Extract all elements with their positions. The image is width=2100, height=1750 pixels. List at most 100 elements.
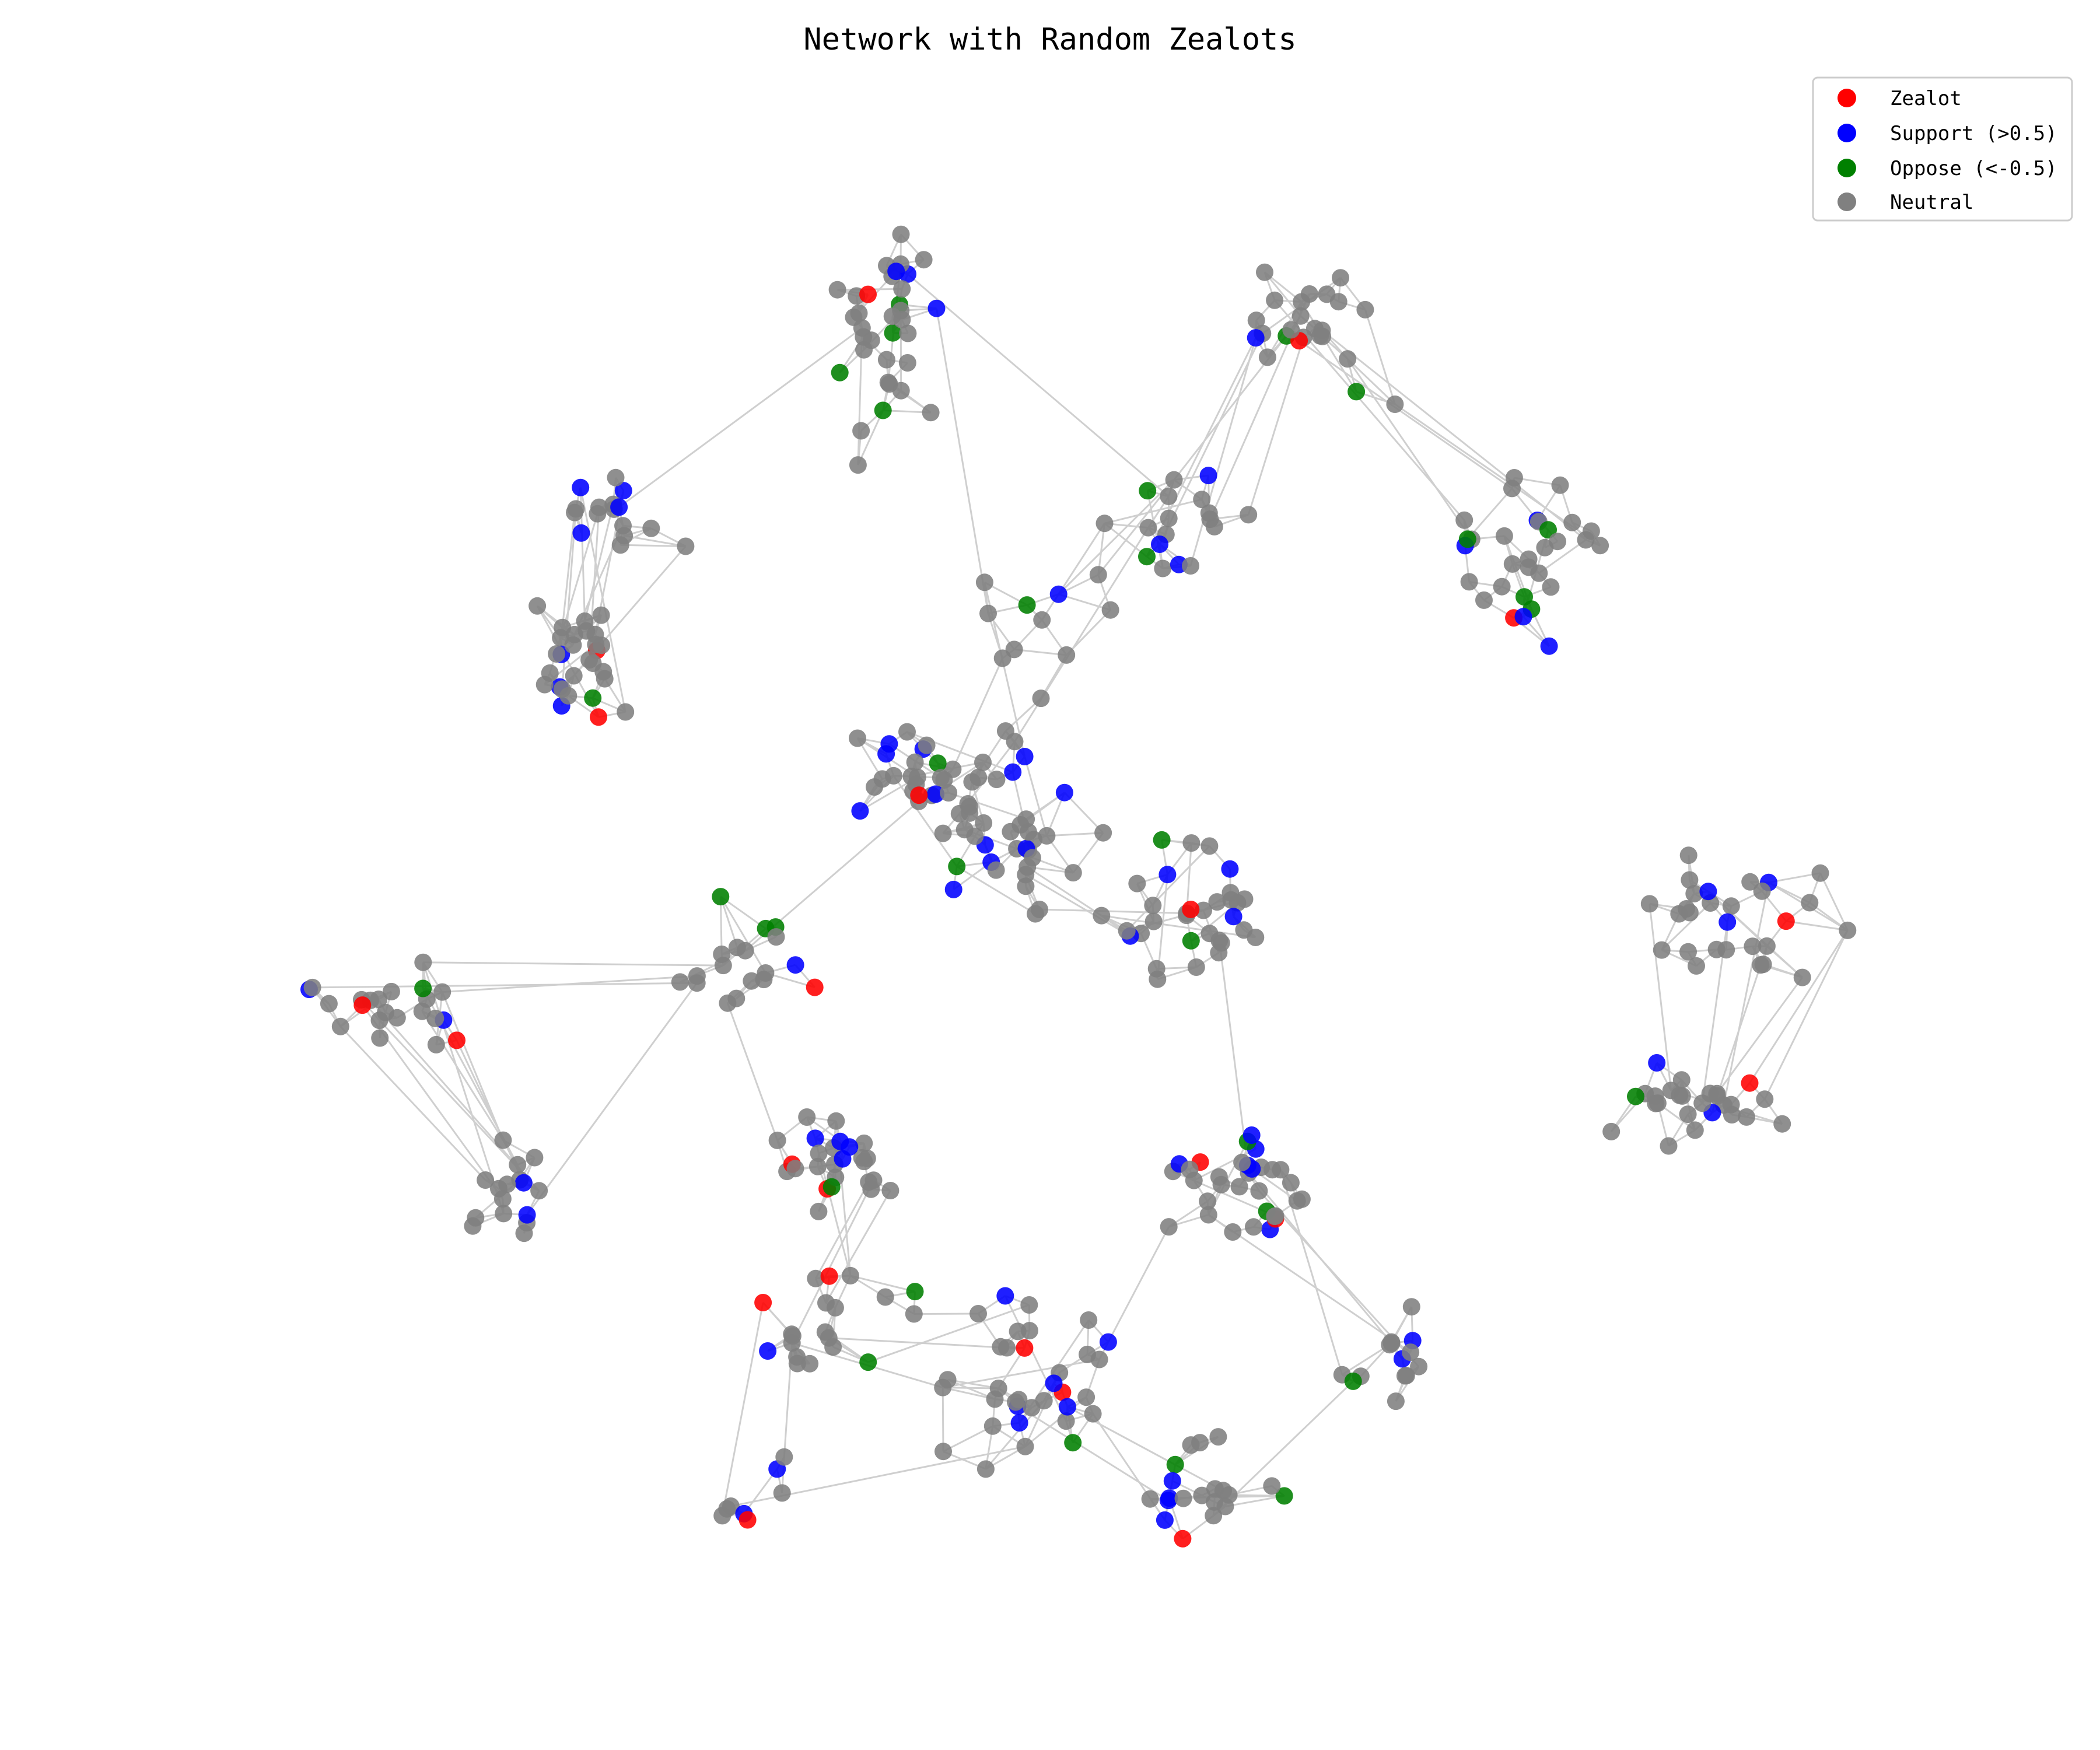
- network-node-neutral: [977, 1460, 995, 1478]
- network-node-neutral: [1318, 285, 1336, 303]
- network-node-neutral: [515, 1224, 533, 1242]
- network-node-neutral: [786, 1160, 804, 1178]
- network-edge: [1538, 539, 1587, 574]
- network-edge: [1025, 874, 1131, 937]
- network-node-neutral: [1200, 504, 1218, 522]
- network-node-support: [759, 1342, 777, 1360]
- network-node-neutral: [1101, 601, 1119, 619]
- network-node-neutral: [370, 1012, 388, 1030]
- network-node-neutral: [1679, 846, 1698, 864]
- network-node-oppose: [1275, 1487, 1293, 1505]
- network-node-neutral: [1332, 269, 1349, 287]
- network-node-neutral: [810, 1202, 828, 1220]
- network-node-support: [1221, 860, 1239, 878]
- network-node-neutral: [1339, 350, 1357, 368]
- edges-layer: [309, 233, 1849, 1540]
- network-node-support: [1540, 637, 1558, 655]
- network-node-neutral: [1723, 1106, 1741, 1124]
- chart-title: Network with Random Zealots: [803, 22, 1296, 57]
- network-node-neutral: [970, 1305, 987, 1322]
- network-edge: [1716, 977, 1803, 1094]
- network-node-neutral: [1744, 937, 1762, 956]
- legend-entry-oppose: Oppose (<-0.5): [1838, 157, 2057, 180]
- network-node-neutral: [974, 753, 992, 771]
- network-node-neutral: [768, 1131, 786, 1149]
- network-node-neutral: [642, 519, 660, 537]
- network-node-neutral: [1258, 348, 1276, 366]
- network-node-neutral: [1382, 1334, 1401, 1352]
- network-node-neutral: [677, 537, 695, 555]
- legend-marker-zealot: [1838, 89, 1856, 107]
- network-edge: [936, 308, 989, 614]
- network-node-neutral: [743, 972, 761, 990]
- network-edge: [857, 410, 884, 466]
- network-node-neutral: [998, 1339, 1016, 1357]
- network-node-neutral: [989, 1380, 1007, 1397]
- network-node-neutral: [1195, 901, 1212, 919]
- network-edge: [743, 1468, 778, 1514]
- network-node-neutral: [1679, 943, 1697, 961]
- network-node-support: [1699, 883, 1717, 901]
- network-node-oppose: [1064, 1434, 1082, 1452]
- network-node-neutral: [1089, 566, 1107, 584]
- network-edge: [825, 1190, 891, 1304]
- network-node-neutral: [828, 281, 846, 299]
- network-node-neutral: [1147, 960, 1166, 978]
- network-node-neutral: [1064, 864, 1082, 882]
- network-node-neutral: [1058, 646, 1076, 664]
- network-node-oppose: [1139, 482, 1157, 500]
- network-node-neutral: [528, 597, 547, 615]
- legend-label-neutral: Neutral: [1890, 191, 1973, 214]
- network-node-neutral: [975, 814, 993, 832]
- network-node-neutral: [1773, 1115, 1791, 1133]
- network-edge: [1104, 498, 1202, 524]
- network-node-neutral: [1160, 487, 1178, 505]
- network-edge: [1101, 915, 1256, 939]
- network-edge: [1024, 756, 1048, 836]
- legend-marker-neutral: [1838, 192, 1856, 211]
- network-node-neutral: [1080, 1311, 1098, 1329]
- network-node-neutral: [1793, 968, 1811, 986]
- network-node-neutral: [1020, 1296, 1038, 1314]
- network-node-neutral: [1032, 690, 1050, 708]
- network-node-support: [1099, 1333, 1117, 1351]
- network-node-neutral: [1233, 1153, 1251, 1171]
- network-node-support: [1058, 1398, 1076, 1416]
- network-node-support: [1648, 1054, 1666, 1072]
- network-node-oppose: [584, 689, 602, 707]
- network-node-neutral: [841, 1266, 859, 1284]
- network-node-neutral: [892, 225, 910, 243]
- network-node-neutral: [783, 1325, 801, 1343]
- network-node-neutral: [1801, 894, 1819, 912]
- network-node-zealot: [754, 1294, 772, 1311]
- network-node-zealot: [590, 708, 607, 726]
- network-node-neutral: [1181, 1160, 1199, 1178]
- network-node-oppose: [1344, 1372, 1362, 1390]
- network-edge: [423, 961, 723, 967]
- network-node-neutral: [1160, 509, 1178, 527]
- network-node-neutral: [922, 404, 940, 422]
- network-node-neutral: [1182, 557, 1199, 575]
- network-node-neutral: [1141, 1490, 1159, 1508]
- network-node-neutral: [1160, 1218, 1178, 1236]
- network-edge: [1648, 904, 1672, 1091]
- network-edge: [422, 962, 505, 1214]
- network-node-neutral: [713, 1507, 732, 1525]
- network-node-neutral: [1057, 1412, 1075, 1430]
- network-node-neutral: [1245, 1218, 1262, 1236]
- network-node-zealot: [1016, 1339, 1034, 1357]
- network-node-neutral: [877, 351, 895, 369]
- network-node-support: [1010, 1414, 1028, 1432]
- network-node-neutral: [934, 1378, 952, 1396]
- network-node-neutral: [849, 729, 866, 747]
- network-node-neutral: [808, 1157, 827, 1175]
- network-node-neutral: [727, 989, 746, 1007]
- network-node-neutral: [382, 982, 400, 1000]
- network-node-neutral: [414, 953, 432, 971]
- network-node-oppose: [1182, 932, 1200, 950]
- network-node-neutral: [1542, 578, 1560, 596]
- network-node-neutral: [1688, 957, 1705, 975]
- network-node-neutral: [371, 1029, 389, 1047]
- network-edge: [1046, 832, 1104, 837]
- network-node-neutral: [494, 1190, 512, 1208]
